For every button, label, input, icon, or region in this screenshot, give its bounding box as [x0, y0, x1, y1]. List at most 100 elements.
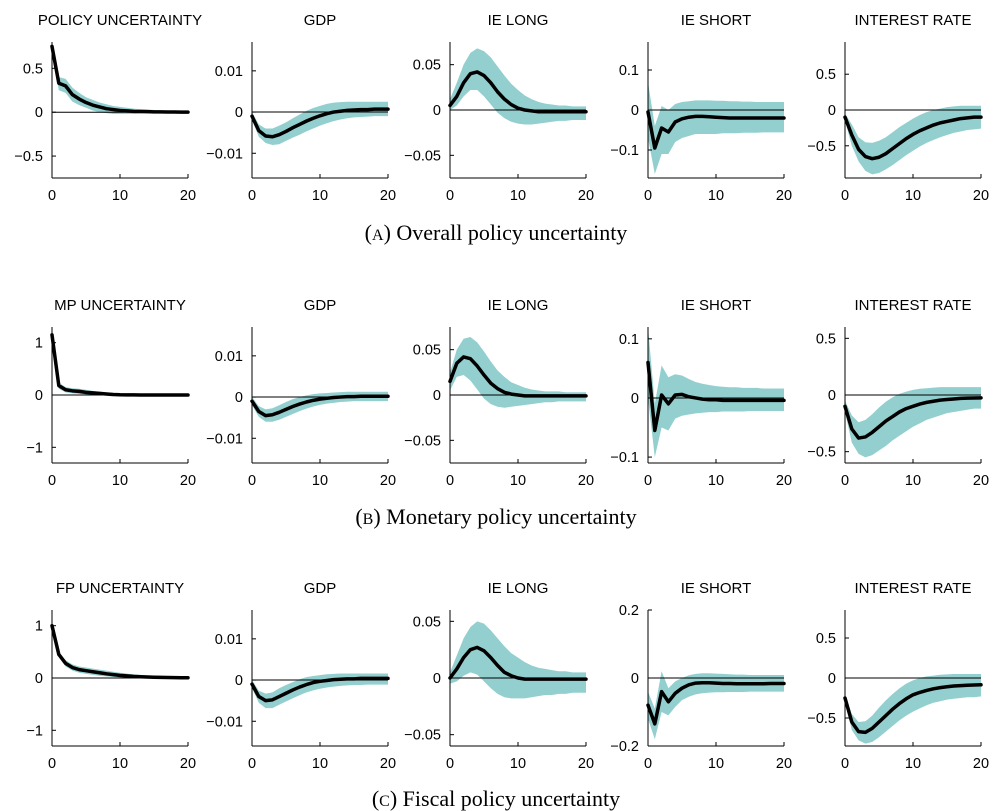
x-tick-label: 10 [905, 473, 921, 489]
y-tick-label: −1 [26, 440, 43, 456]
y-tick-label: 1 [35, 336, 43, 352]
panel-title: IE SHORT [681, 12, 752, 29]
x-tick-label: 20 [380, 756, 396, 772]
x-tick-label: 20 [180, 473, 196, 489]
confidence-band [252, 391, 388, 422]
median-response-line [448, 645, 588, 681]
x-tick-label: 0 [841, 188, 849, 204]
confidence-band [845, 387, 981, 458]
x-tick-label: 20 [578, 473, 594, 489]
median-response-line [448, 355, 588, 398]
y-tick-label: 0.05 [413, 614, 441, 630]
median-response-line [843, 115, 983, 161]
x-tick-label: 0 [644, 473, 652, 489]
panel-title: IE SHORT [681, 580, 752, 597]
irf-panel: GDP 0.01 0 −0.01 0 10 20 [206, 580, 396, 772]
y-tick-label: 0 [235, 105, 243, 121]
confidence-band [648, 327, 784, 458]
y-tick-label: 0 [35, 671, 43, 687]
y-tick-label: 0 [631, 391, 639, 407]
y-tick-label: 0 [433, 671, 441, 687]
confidence-band [52, 623, 188, 679]
panel-title: GDP [304, 12, 337, 29]
x-tick-label: 20 [380, 473, 396, 489]
y-tick-label: −0.05 [404, 433, 441, 449]
confidence-band [52, 332, 188, 396]
y-tick-label: 0.01 [215, 349, 243, 365]
panel-title: INTEREST RATE [855, 580, 972, 597]
irf-panel: INTEREST RATE 0.5 0 −0.5 0 10 20 [807, 12, 989, 204]
median-response-line [646, 110, 786, 150]
median-response-line [50, 44, 190, 114]
confidence-band [450, 336, 586, 408]
irf-panel: INTEREST RATE 0.5 0 −0.5 0 10 20 [807, 297, 989, 489]
y-tick-label: −0.01 [206, 146, 243, 162]
caption-letter: C [379, 793, 390, 810]
confidence-band [252, 673, 388, 709]
x-tick-label: 0 [48, 756, 56, 772]
y-tick-label: 0.05 [413, 343, 441, 359]
panel-caption: (A) Overall policy uncertainty [365, 220, 628, 245]
caption-letter: A [372, 227, 384, 244]
caption-text: Monetary policy uncertainty [386, 504, 636, 529]
median-response-line [250, 394, 390, 418]
irf-panel: IE SHORT 0.1 0 −0.1 0 10 20 [610, 12, 792, 204]
x-tick-label: 20 [973, 473, 989, 489]
x-tick-label: 20 [578, 188, 594, 204]
y-tick-label: 0 [35, 105, 43, 121]
y-tick-label: 0.01 [215, 64, 243, 80]
x-tick-label: 10 [312, 756, 328, 772]
irf-panel: INTEREST RATE 0.5 0 −0.5 0 10 20 [807, 580, 989, 772]
x-tick-label: 0 [446, 473, 454, 489]
y-tick-label: 0 [828, 671, 836, 687]
x-tick-label: 10 [112, 188, 128, 204]
x-tick-label: 0 [841, 473, 849, 489]
irf-panel: IE SHORT 0.1 0 −0.1 0 10 20 [610, 297, 792, 489]
y-tick-label: 0.5 [23, 61, 43, 77]
x-tick-label: 10 [510, 756, 526, 772]
x-tick-label: 20 [380, 188, 396, 204]
irf-panel: IE LONG 0.05 0 −0.05 0 10 20 [404, 12, 594, 204]
irf-panel: GDP 0.01 0 −0.01 0 10 20 [206, 12, 396, 204]
panel-title: GDP [304, 297, 337, 314]
median-response-line [250, 107, 390, 139]
panel-caption: (B) Monetary policy uncertainty [355, 504, 636, 529]
x-tick-label: 0 [644, 188, 652, 204]
panel-title: IE SHORT [681, 297, 752, 314]
x-tick-label: 0 [248, 756, 256, 772]
y-tick-label: −0.2 [610, 739, 639, 755]
x-tick-label: 0 [446, 756, 454, 772]
y-tick-label: −0.5 [807, 445, 836, 461]
panel-title: MP UNCERTAINTY [54, 297, 186, 314]
y-tick-label: −0.01 [206, 431, 243, 447]
median-response-line [843, 683, 983, 735]
irf-panel: POLICY UNCERTAINTY 0.5 0 −0.5 0 10 20 [14, 12, 202, 204]
y-tick-label: 0.5 [816, 631, 836, 647]
x-tick-label: 10 [708, 756, 724, 772]
caption-text: Fiscal policy uncertainty [403, 786, 621, 811]
x-tick-label: 0 [446, 188, 454, 204]
y-tick-label: 0 [828, 103, 836, 119]
x-tick-label: 10 [112, 473, 128, 489]
y-tick-label: 0.1 [619, 332, 639, 348]
confidence-band [52, 42, 188, 114]
y-tick-label: 0 [433, 103, 441, 119]
y-tick-label: 0 [235, 390, 243, 406]
y-tick-label: 1 [35, 619, 43, 635]
x-tick-label: 0 [248, 188, 256, 204]
y-tick-label: −0.05 [404, 728, 441, 744]
y-tick-label: 0 [235, 673, 243, 689]
confidence-band [845, 105, 981, 175]
median-response-line [50, 623, 190, 680]
y-tick-label: 0 [828, 388, 836, 404]
x-tick-label: 20 [776, 473, 792, 489]
y-tick-label: 0.01 [215, 632, 243, 648]
x-tick-label: 0 [48, 188, 56, 204]
x-tick-label: 10 [510, 188, 526, 204]
y-tick-label: 0 [631, 103, 639, 119]
y-tick-label: 0 [631, 671, 639, 687]
median-response-line [50, 333, 190, 397]
x-tick-label: 10 [112, 756, 128, 772]
